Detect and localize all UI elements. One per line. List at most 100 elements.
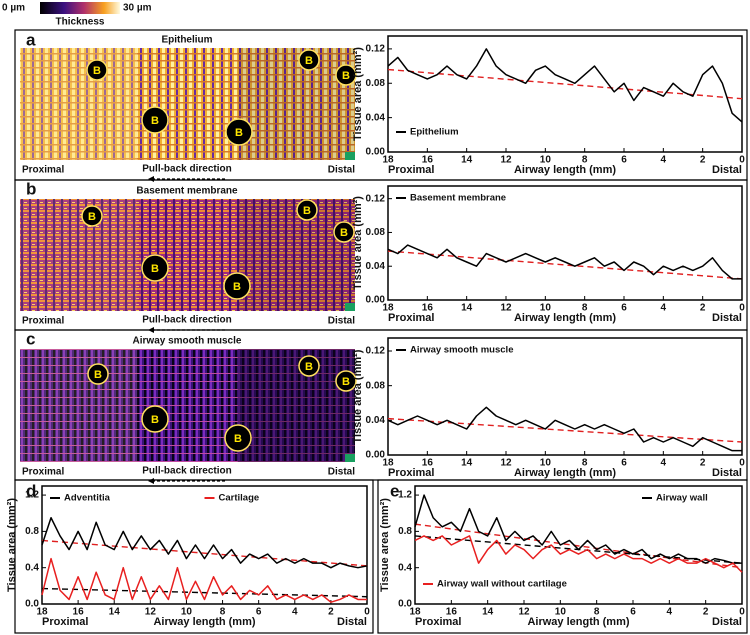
plot-frame [414,485,743,605]
y-tick-label: 0.04 [366,415,386,426]
x-right-label: Distal [712,467,742,479]
x-right-label: Distal [712,312,742,324]
y-tick-label: 0.12 [366,44,386,55]
image-left-label: Proximal [22,467,64,478]
y-axis-label: Tissue area (mm²) [352,349,364,443]
x-left-label: Proximal [388,467,434,479]
airway-branch [298,49,320,71]
x-tick-label: 10 [555,607,567,618]
tissue-map-shade [20,349,138,462]
y-tick-label: 0.08 [366,78,386,89]
trend-line [414,523,743,569]
panel-letter: c [26,329,35,348]
x-tick-label: 18 [36,607,48,618]
x-tick-label: 10 [540,155,552,166]
x-tick-label: 0 [739,155,745,166]
x-tick-label: 8 [594,607,600,618]
direction-arrowhead [148,327,154,333]
branch-label: B [93,65,101,77]
branch-label: B [235,127,243,139]
row-frame [377,479,748,634]
colorbar-max: 30 µm [123,3,152,14]
branch-label: B [303,205,311,217]
x-tick-label: 0 [739,303,745,314]
airway-branch [141,254,169,282]
x-tick-label: 8 [582,303,588,314]
branch-label: B [88,211,96,223]
direction-label: Pull-back direction [142,164,231,175]
trend-line [387,250,743,280]
colorbar [40,2,120,14]
x-tick-label: 14 [461,458,473,469]
x-right-label: Distal [337,616,367,628]
y-axis-label: Tissue area (mm²) [6,498,18,592]
x-tick-label: 18 [382,155,394,166]
airway-branch [225,118,253,146]
image-left-label: Proximal [22,165,64,176]
corner-mark [345,454,355,462]
x-tick-label: 2 [700,458,706,469]
x-tick-label: 8 [582,155,588,166]
x-left-label: Proximal [415,616,461,628]
tissue-map [20,48,355,160]
x-tick-label: 14 [109,607,121,618]
branch-label: B [94,369,102,381]
image-title: Airway smooth muscle [133,336,242,347]
y-tick-label: 0.04 [366,112,386,123]
x-left-label: Proximal [388,312,434,324]
x-tick-label: 2 [700,155,706,166]
image-title: Basement membrane [136,186,238,197]
x-tick-label: 16 [422,303,434,314]
airway-branch [141,405,169,433]
legend-label: Airway smooth muscle [410,345,513,356]
airway-branch [298,355,320,377]
x-tick-label: 4 [667,607,673,618]
y-tick-label: 1.2 [25,490,39,501]
x-tick-label: 10 [540,303,552,314]
data-line [387,244,742,280]
direction-label: Pull-back direction [142,315,231,326]
y-tick-label: 0.08 [366,380,386,391]
tissue-map [20,199,355,311]
x-tick-label: 12 [518,607,530,618]
y-tick-label: 0.12 [366,193,386,204]
x-tick-label: 16 [422,155,434,166]
legend-label: Airway wall without cartilage [437,579,567,590]
trend-line [387,417,743,443]
x-tick-label: 18 [382,458,394,469]
y-tick-label: 0.0 [25,599,39,610]
panel-letter: d [26,481,36,500]
x-tick-label: 6 [630,607,636,618]
data-line [387,48,743,123]
x-tick-label: 12 [500,155,512,166]
colorbar-title: Thickness [56,17,105,28]
x-tick-label: 12 [500,458,512,469]
x-tick-label: 4 [292,607,298,618]
y-axis-label: Tissue area (mm²) [379,498,391,592]
x-axis-label: Airway length (mm) [527,616,629,628]
x-tick-label: 14 [482,607,494,618]
legend-label: Airway wall [656,493,708,504]
x-tick-label: 18 [409,607,421,618]
y-axis-label: Tissue area (mm²) [352,196,364,290]
x-tick-label: 0 [739,458,745,469]
legend-label: Adventitia [64,493,111,504]
y-tick-label: 0.00 [366,450,386,461]
colorbar-min: 0 µm [2,3,25,14]
x-tick-label: 0 [364,607,370,618]
image-title: Epithelium [161,35,212,46]
x-tick-label: 14 [461,303,473,314]
direction-label: Pull-back direction [142,466,231,477]
x-tick-label: 14 [461,155,473,166]
direction-arrowhead [148,176,154,182]
y-tick-label: 0.08 [366,227,386,238]
legend-label: Epithelium [410,127,459,138]
airway-branch [335,370,357,392]
airway-branch [81,205,103,227]
tissue-map-shade [237,48,355,160]
x-tick-label: 16 [73,607,85,618]
airway-branch [223,272,251,300]
y-tick-label: 0.04 [366,261,386,272]
branch-label: B [151,414,159,426]
